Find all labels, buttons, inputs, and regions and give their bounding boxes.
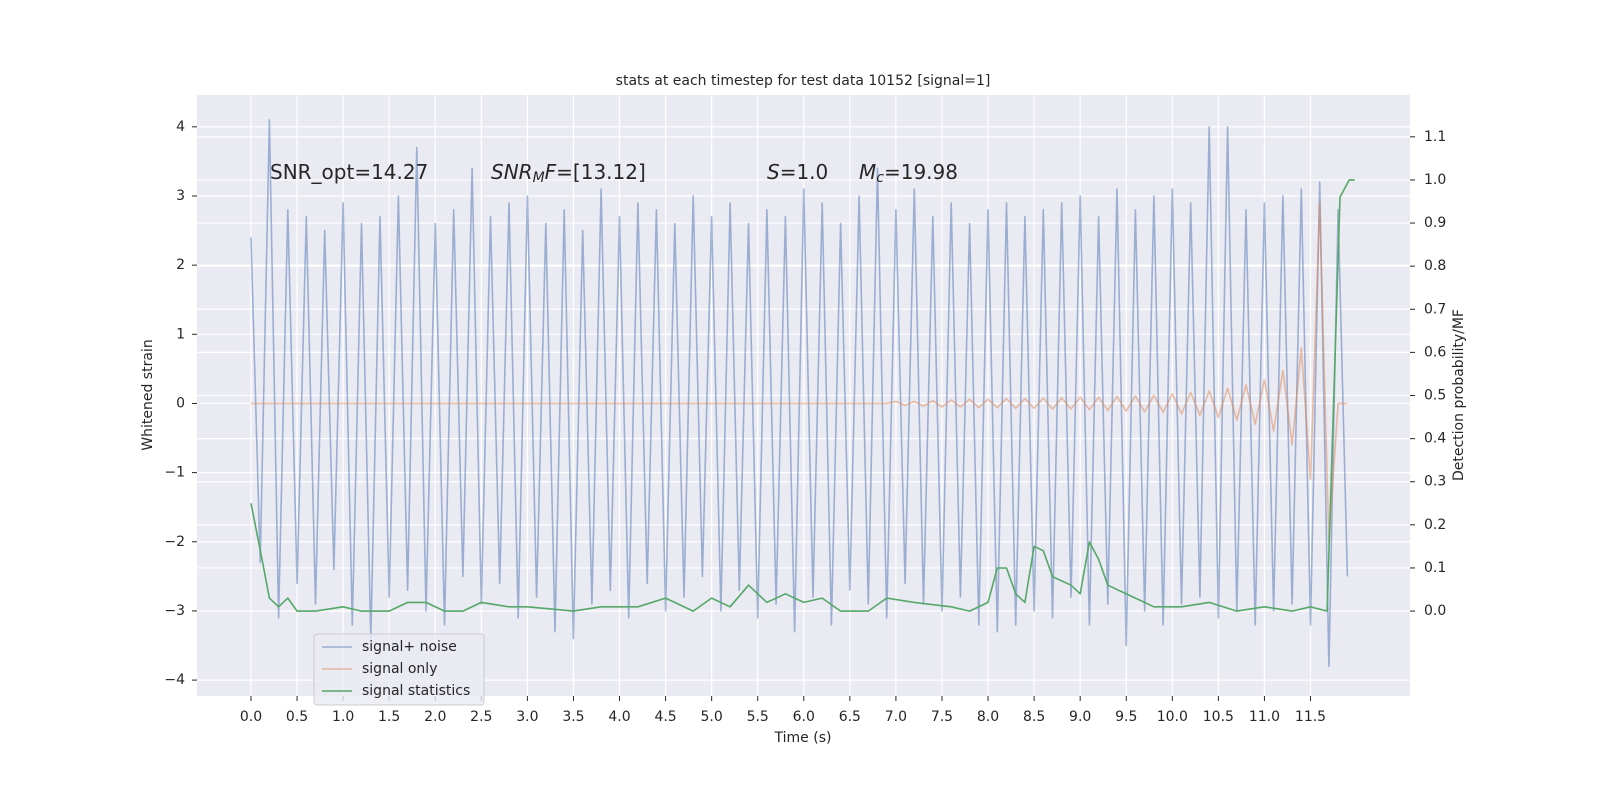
annotation-part: =[13.12] — [556, 160, 646, 184]
annotation-part: M — [533, 170, 545, 186]
x-tick-label: 0.0 — [240, 709, 262, 725]
y-tick-label: −4 — [164, 672, 185, 688]
annotation: Mc=19.98 — [859, 160, 958, 187]
x-tick-label: 2.5 — [470, 709, 492, 725]
legend-box — [313, 633, 485, 706]
annotation: SNR_opt=14.27 — [270, 160, 428, 184]
annotation-part: c — [876, 170, 884, 186]
y2-tick-label: 0.2 — [1424, 517, 1446, 533]
series-line — [251, 202, 1348, 543]
x-tick-label: 1.0 — [332, 709, 354, 725]
x-tick-label: 7.5 — [931, 709, 953, 725]
y-tick-label: 3 — [176, 188, 185, 204]
x-tick-label: 9.5 — [1115, 709, 1137, 725]
y2-tick-label: 0.3 — [1424, 474, 1446, 490]
y2-tick-label: 1.1 — [1424, 129, 1446, 145]
series-line — [250, 119, 1349, 668]
y-tick-label: 0 — [176, 395, 185, 411]
y2-tick-label: 0.0 — [1424, 603, 1446, 619]
chart-title: stats at each timestep for test data 101… — [616, 73, 991, 89]
y-tick-label: −3 — [164, 603, 185, 619]
y-tick-label: 4 — [176, 119, 185, 135]
x-tick-label: 9.0 — [1069, 709, 1091, 725]
x-tick-label: 11.5 — [1295, 709, 1326, 725]
y2-tick-label: 0.9 — [1424, 215, 1446, 231]
y-tick-label: 1 — [176, 326, 185, 342]
x-tick-label: 11.0 — [1249, 709, 1280, 725]
x-tick-label: 6.5 — [839, 709, 861, 725]
annotation-part: F — [545, 160, 557, 184]
y2-tick-label: 0.7 — [1424, 301, 1446, 317]
x-tick-label: 5.5 — [747, 709, 769, 725]
y2-tick-label: 0.4 — [1424, 431, 1446, 447]
y-tick-label: 2 — [176, 257, 185, 273]
x-tick-label: 8.0 — [977, 709, 999, 725]
x-tick-label: 10.0 — [1157, 709, 1188, 725]
y2-tick-label: 0.1 — [1424, 560, 1446, 576]
y2-axis-label: Detection probability/MF — [1451, 309, 1467, 481]
legend: signal+ noise signal only signal statistic… — [313, 633, 485, 706]
legend-label: signal only — [362, 661, 437, 677]
series-line — [250, 179, 1355, 612]
annotation: S=1.0 — [767, 160, 828, 184]
annotation-part: S — [767, 160, 780, 184]
x-tick-label: 0.5 — [286, 709, 308, 725]
x-tick-label: 10.5 — [1203, 709, 1234, 725]
x-tick-label: 4.5 — [654, 709, 676, 725]
y2-tick-label: 1.0 — [1424, 172, 1446, 188]
x-tick-label: 6.0 — [793, 709, 815, 725]
x-tick-label: 4.0 — [608, 709, 630, 725]
x-tick-label: 7.0 — [885, 709, 907, 725]
y2-tick-label: 0.5 — [1424, 388, 1446, 404]
annotation-part: SNR_opt=14.27 — [270, 160, 428, 184]
legend-label: signal statistics — [362, 683, 470, 699]
annotation-part: =19.98 — [884, 160, 958, 184]
x-tick-label: 3.5 — [562, 709, 584, 725]
legend-label: signal+ noise — [362, 639, 457, 655]
annotation-part: M — [859, 160, 876, 184]
y-tick-label: −2 — [164, 534, 185, 550]
annotation-part: =1.0 — [780, 160, 829, 184]
y2-tick-label: 0.6 — [1424, 344, 1446, 360]
y2-tick-label: 0.8 — [1424, 258, 1446, 274]
x-tick-label: 3.0 — [516, 709, 538, 725]
annotation: SNRMF=[13.12] — [491, 160, 646, 187]
x-tick-label: 2.0 — [424, 709, 446, 725]
x-tick-label: 1.5 — [378, 709, 400, 725]
y-axis-label: Whitened strain — [140, 339, 156, 450]
x-tick-label: 8.5 — [1023, 709, 1045, 725]
annotation-part: SNR — [491, 160, 533, 184]
x-axis-label: Time (s) — [774, 730, 832, 746]
y-tick-label: −1 — [164, 465, 185, 481]
x-tick-label: 5.0 — [701, 709, 723, 725]
